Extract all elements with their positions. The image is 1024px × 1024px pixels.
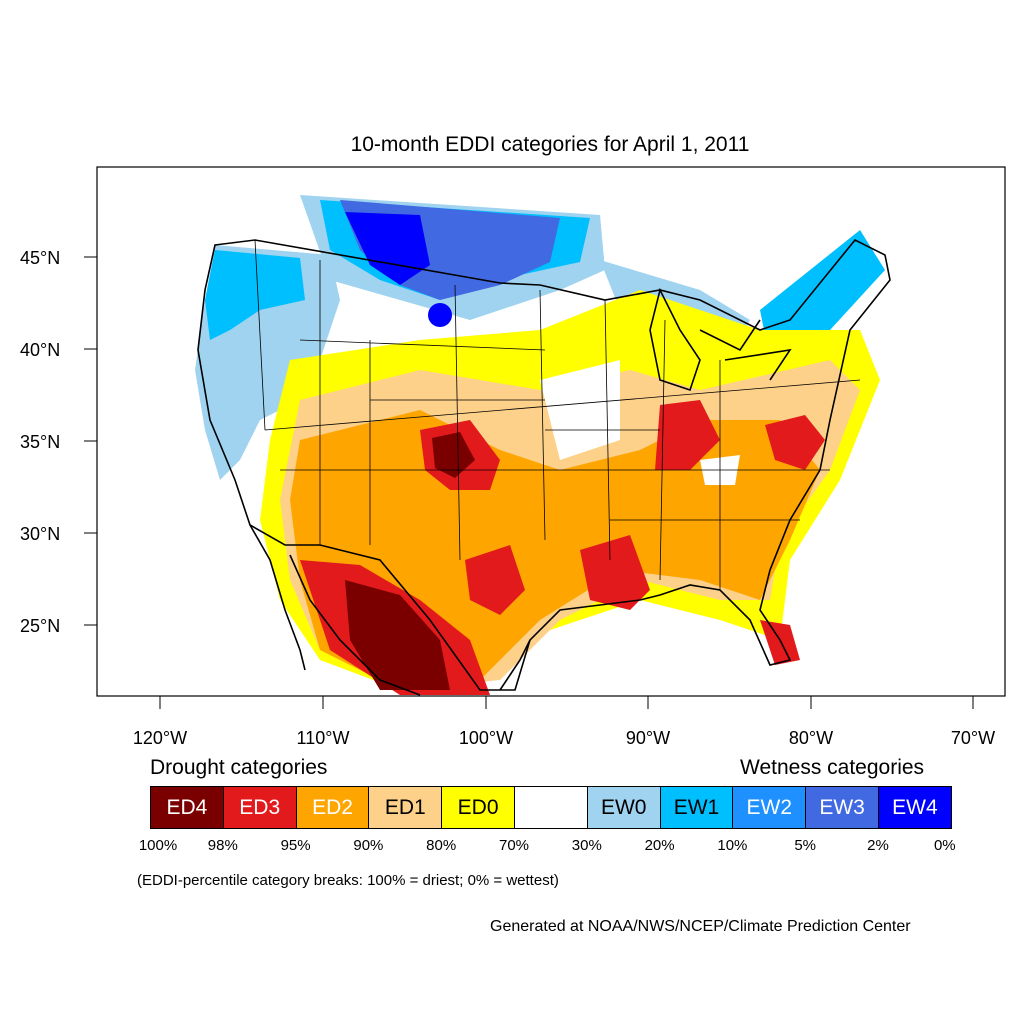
category-note: (EDDI-percentile category breaks: 100% =… (137, 872, 559, 889)
legend-break-label: 20% (644, 837, 675, 854)
legend-break-label: 5% (794, 837, 817, 854)
drought-ed3-florida (760, 620, 800, 665)
legend-box-ew0: EW0 (586, 786, 661, 829)
lon-label-70: 70°W (951, 728, 995, 748)
lon-label-80: 80°W (789, 728, 833, 748)
legend-box-ew4: EW4 (878, 786, 952, 829)
legend-box-neutral (514, 786, 588, 829)
canada-lakes (649, 287, 792, 392)
drought-categories-heading: Drought categories (150, 756, 328, 779)
us-outline (197, 238, 891, 691)
drought-ed3-texas (465, 545, 525, 615)
legend-break-label: 0% (933, 837, 956, 854)
legend-box-ew1: EW1 (659, 786, 734, 829)
lat-label-25: 25°N (20, 616, 60, 636)
wet-region-northeast (760, 230, 885, 360)
legend-break-label: 70% (498, 837, 530, 854)
lat-label-35: 35°N (20, 432, 60, 452)
lon-label-100: 100°W (459, 728, 513, 748)
wetness-categories-heading: Wetness categories (740, 756, 925, 779)
legend-break-label: 95% (280, 837, 311, 854)
lat-label-45: 45°N (20, 248, 60, 268)
drought-ed3-virginia (765, 415, 825, 470)
legend-box-ed4: ED4 (150, 786, 224, 829)
drought-ed4-mexico (345, 580, 450, 690)
legend-break-label: 10% (717, 837, 748, 854)
drought-ed3-louisiana (580, 535, 650, 610)
lon-label-110: 110°W (297, 728, 350, 748)
credit-line: Generated at NOAA/NWS/NCEP/Climate Predi… (490, 918, 911, 935)
lat-axis: 45°N 40°N 35°N 30°N 25°N (20, 248, 97, 636)
legend-break-label: 100% (138, 837, 178, 854)
legend-break-label: 30% (571, 837, 602, 854)
legend-break-label: 80% (426, 837, 457, 854)
legend-box-ew3: EW3 (805, 786, 879, 829)
legend-box-ed1: ED1 (368, 786, 443, 829)
drought-ed4-colorado (432, 432, 475, 478)
legend-break-label: 90% (353, 837, 384, 854)
lon-axis: 120°W 110°W 100°W 90°W 80°W 70°W (133, 696, 995, 748)
legend-break-label: 2% (867, 837, 889, 854)
legend-box-ew2: EW2 (732, 786, 807, 829)
legend-box-ed0: ED0 (441, 786, 515, 829)
lat-label-30: 30°N (20, 524, 60, 544)
legend-break-label: 98% (207, 837, 238, 854)
map-frame (96, 166, 1006, 697)
neutral-plains (540, 360, 620, 460)
map-title: 10-month EDDI categories for April 1, 20… (350, 133, 750, 156)
legend-box-ed3: ED3 (222, 786, 297, 829)
drought-ed3-ohio-valley (655, 400, 720, 470)
wet-spot-ew4 (428, 303, 452, 327)
state-lines (254, 239, 861, 590)
lon-label-90: 90°W (626, 728, 670, 748)
mexico-coast (249, 524, 531, 696)
lat-label-40: 40°N (20, 340, 60, 360)
wet-region-west-ew1 (205, 250, 305, 340)
legend-box-ed2: ED2 (295, 786, 370, 829)
lon-label-120: 120°W (133, 728, 187, 748)
